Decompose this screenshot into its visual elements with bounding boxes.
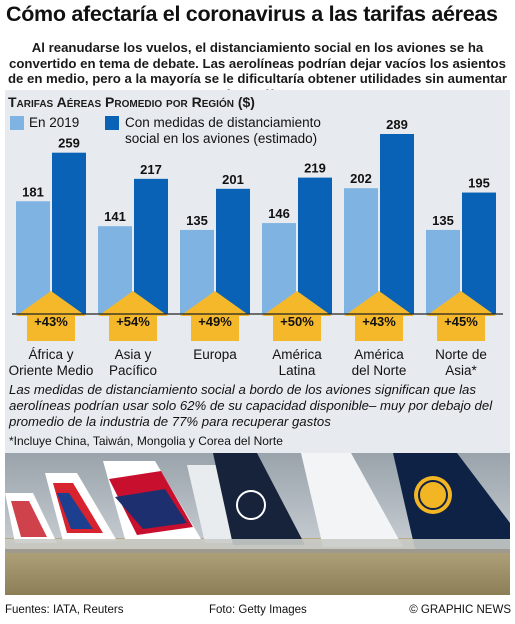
bar-estimate: [134, 178, 168, 314]
legend-label-estimate-line2: social en los aviones (estimado): [125, 131, 318, 146]
category-label: Asia y Pacífico: [109, 347, 157, 378]
category-label: África y Oriente Medio: [9, 347, 94, 378]
photo-credit: Foto: Getty Images: [209, 604, 307, 616]
data-label-estimate: 289: [386, 117, 408, 132]
note-text: Las medidas de distanciamiento social a …: [9, 382, 493, 429]
increase-arrow: [180, 291, 250, 341]
increase-label: +45%: [444, 314, 478, 329]
airport-photo: [5, 453, 510, 595]
increase-label: +50%: [280, 314, 314, 329]
increase-arrow: [344, 291, 414, 341]
increase-arrow: [98, 291, 168, 341]
tail-fin-1: [5, 493, 57, 543]
data-label-2019: 202: [350, 171, 372, 186]
bar-2019: [16, 201, 50, 314]
increase-arrow: [16, 291, 86, 341]
legend-swatch-estimate: [105, 116, 119, 130]
data-label-2019: 135: [186, 213, 208, 228]
chart-title-unit: ($): [237, 94, 255, 110]
bar-estimate: [462, 192, 496, 314]
data-label-estimate: 195: [468, 176, 490, 191]
legend-label-2019: En 2019: [29, 115, 80, 130]
tail-fin-3: [103, 461, 201, 539]
data-label-2019: 135: [432, 213, 454, 228]
category-label: América Latina: [272, 347, 322, 378]
legend-swatch-2019: [10, 116, 24, 130]
category-label: América del Norte: [352, 347, 407, 378]
data-label-estimate: 259: [58, 136, 80, 151]
footnote: *Incluye China, Taiwán, Mongolia y Corea…: [9, 434, 283, 448]
chart-title-text: Tarifas Aéreas Promedio por Región: [8, 94, 234, 110]
bar-chart: 181 259 +43% África y Oriente Medio 141 217 +54…: [9, 117, 503, 378]
tail-fin-5: [213, 453, 305, 545]
bar-estimate: [380, 134, 414, 314]
intro-text: Al reanudarse los vuelos, el distanciami…: [7, 40, 508, 102]
brand-credit: © GRAPHIC NEWS: [409, 604, 511, 616]
chart-title: Tarifas Aéreas Promedio por Región ($): [8, 94, 255, 110]
increase-arrow: [426, 291, 496, 341]
increase-label: +49%: [198, 314, 232, 329]
increase-label: +43%: [34, 314, 68, 329]
data-label-estimate: 217: [140, 162, 162, 177]
page-title: Cómo afectaría el coronavirus a las tari…: [6, 2, 498, 26]
bar-estimate: [216, 188, 250, 314]
legend-label-estimate-line1: Con medidas de distanciamiento: [125, 115, 321, 130]
data-label-2019: 181: [22, 184, 44, 199]
tail-fin-6: [301, 453, 403, 547]
bar-2019: [344, 188, 378, 314]
sources-credit: Fuentes: IATA, Reuters: [5, 604, 124, 616]
category-label: Europa: [193, 347, 237, 362]
increase-label: +43%: [362, 314, 396, 329]
increase-arrow: [262, 291, 332, 341]
data-label-2019: 141: [104, 209, 126, 224]
data-label-estimate: 219: [304, 161, 326, 176]
increase-label: +54%: [116, 314, 150, 329]
category-label: Norte de Asia*: [435, 347, 487, 378]
bar-estimate: [52, 152, 86, 314]
tail-fin-2: [45, 473, 117, 541]
bar-estimate: [298, 177, 332, 314]
data-label-estimate: 201: [222, 172, 244, 187]
data-label-2019: 146: [268, 206, 290, 221]
tail-fin-7: [393, 453, 510, 549]
